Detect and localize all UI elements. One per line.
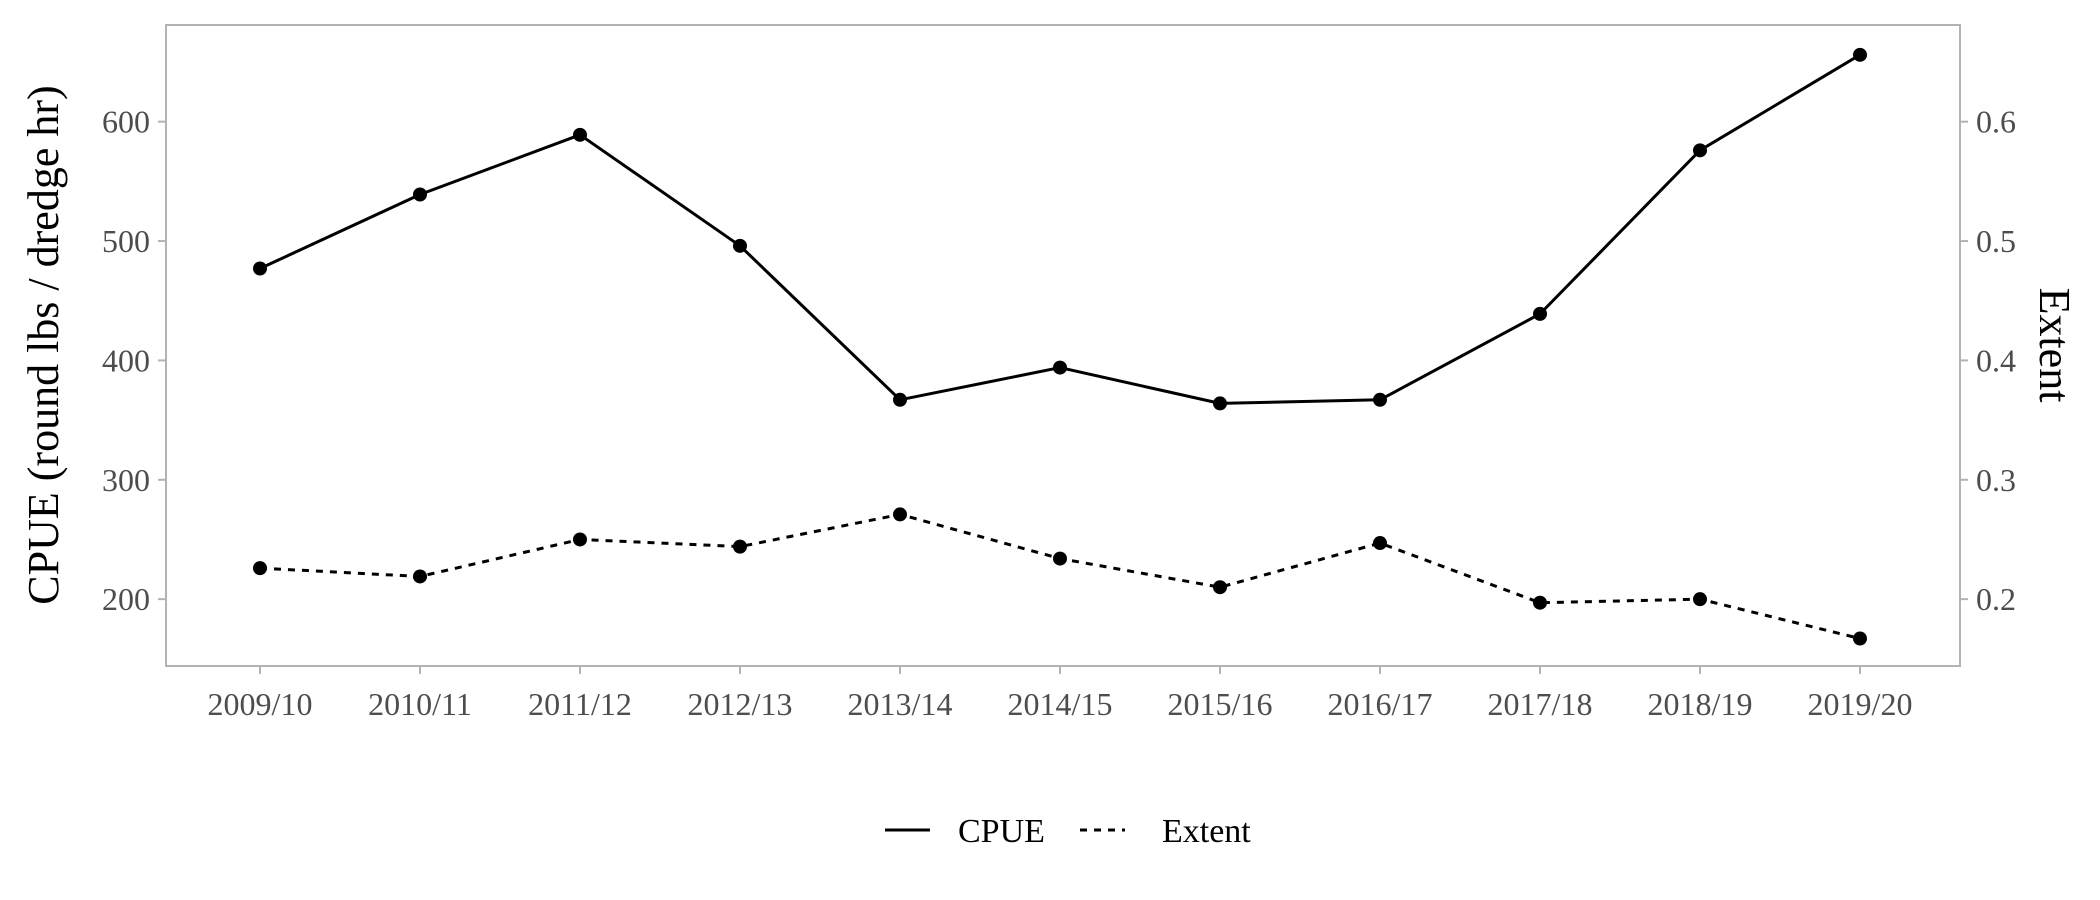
x-tick-label: 2016/17: [1328, 686, 1433, 722]
data-point-cpue: [893, 392, 907, 407]
data-point-extent: [1053, 551, 1067, 566]
series-line-cpue: [259, 53, 1861, 405]
x-tick-label: 2014/15: [1008, 686, 1113, 722]
right-tick-label: 0.5: [1976, 223, 2016, 259]
right-tick-label: 0.3: [1976, 462, 2016, 498]
left-tick-label: 400: [102, 342, 150, 378]
left-tick-label: 200: [102, 581, 150, 617]
x-tick-label: 2009/10: [208, 686, 313, 722]
data-point-extent: [733, 539, 747, 554]
x-tick-label: 2018/19: [1648, 686, 1753, 722]
data-point-extent: [573, 532, 587, 547]
x-tick-label: 2010/11: [368, 686, 472, 722]
y-axis-title-right: Extent: [2030, 288, 2079, 403]
data-point-extent: [1373, 536, 1387, 551]
data-point-extent: [1213, 580, 1227, 595]
series-line-extent: [259, 512, 1861, 641]
data-point-cpue: [1533, 306, 1547, 321]
x-tick-label: 2019/20: [1808, 686, 1913, 722]
data-point-extent: [1533, 595, 1547, 610]
data-point-cpue: [413, 187, 427, 202]
left-tick-label: 300: [102, 462, 150, 498]
left-tick-label: 600: [102, 104, 150, 140]
data-point-extent: [893, 507, 907, 522]
series-layer: [253, 47, 1867, 646]
data-point-extent: [1853, 631, 1867, 646]
data-point-cpue: [1853, 47, 1867, 62]
data-point-extent: [413, 569, 427, 584]
legend: CPUE Extent: [885, 813, 1251, 850]
right-axis: 0.2 0.3 0.4 0.5 0.6: [1960, 104, 2016, 617]
legend-label-cpue: CPUE: [958, 813, 1045, 850]
data-point-cpue: [1213, 396, 1227, 411]
x-tick-label: 2012/13: [688, 686, 793, 722]
data-point-extent: [1693, 592, 1707, 607]
x-tick-label: 2015/16: [1168, 686, 1273, 722]
x-tick-label: 2013/14: [848, 686, 953, 722]
data-point-cpue: [1053, 360, 1067, 375]
left-axis: 200 300 400 500 600: [102, 104, 166, 617]
x-axis: 2009/10 2010/11 2011/12 2012/13 2013/14 2014/…: [208, 666, 1913, 722]
data-point-extent: [253, 561, 267, 576]
x-tick-label: 2011/12: [528, 686, 632, 722]
data-point-cpue: [1693, 143, 1707, 158]
right-tick-label: 0.6: [1976, 104, 2016, 140]
y-axis-title-left: CPUE (round lbs / dredge hr): [19, 85, 68, 604]
x-tick-label: 2017/18: [1488, 686, 1593, 722]
data-point-cpue: [573, 127, 587, 142]
legend-label-extent: Extent: [1162, 813, 1251, 850]
right-tick-label: 0.2: [1976, 581, 2016, 617]
data-point-cpue: [733, 238, 747, 253]
data-point-cpue: [1373, 392, 1387, 407]
data-point-cpue: [253, 261, 267, 276]
right-tick-label: 0.4: [1976, 342, 2016, 378]
left-tick-label: 500: [102, 223, 150, 259]
plot-frame: [165, 24, 1961, 667]
